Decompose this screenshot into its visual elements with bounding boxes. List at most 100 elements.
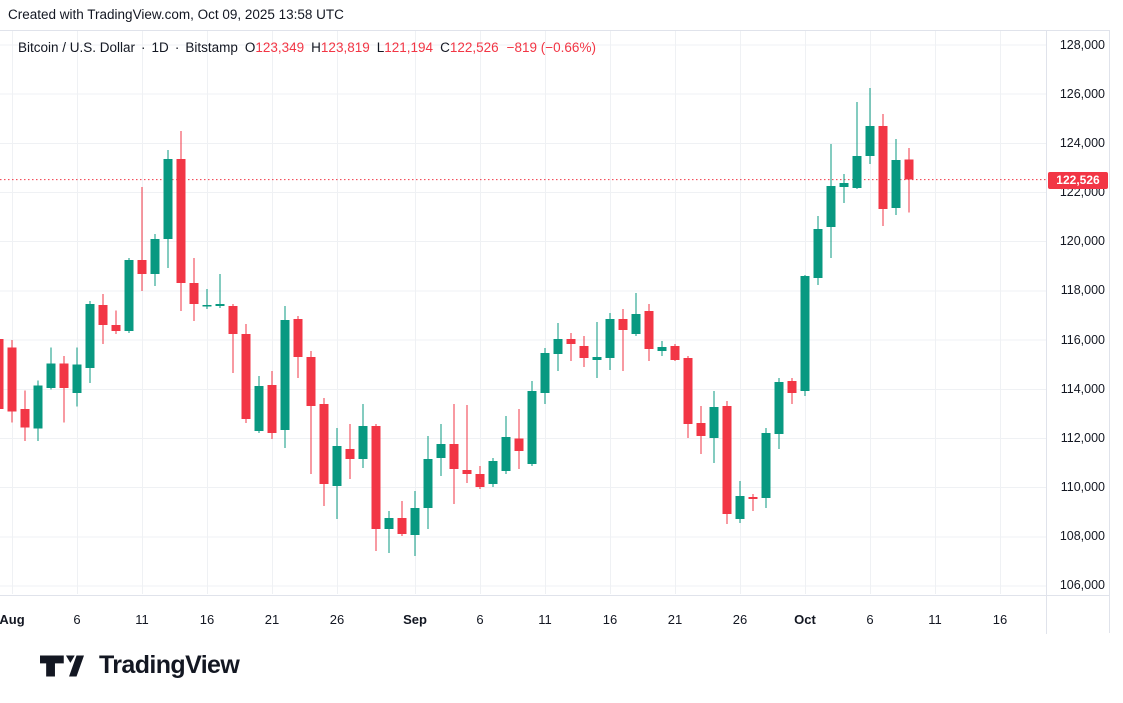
candle-body [644, 311, 654, 349]
candle-body [345, 449, 355, 459]
candle-body [410, 508, 420, 535]
candle-body [124, 259, 134, 331]
candle-body [800, 275, 810, 391]
candle-body [865, 125, 875, 156]
candle-body [189, 283, 199, 304]
low-value: L121,194 [376, 40, 434, 55]
candle-body [696, 423, 706, 436]
candle-body [761, 433, 771, 498]
time-axis-label: Sep [403, 612, 427, 627]
candle-body [475, 473, 485, 487]
candle-body [657, 347, 667, 351]
candle-body [891, 160, 901, 209]
candle-body [826, 185, 836, 227]
price-axis-label: 126,000 [1059, 86, 1105, 101]
time-axis-label: 26 [732, 612, 748, 627]
interval-label[interactable]: 1D [151, 40, 169, 55]
candle-body [436, 443, 446, 458]
candle-body [514, 438, 524, 451]
candle-body [839, 183, 849, 187]
separator-dot: · [141, 40, 146, 55]
time-axis-label: 21 [264, 612, 280, 627]
candle-body [371, 425, 381, 529]
time-axis-label: 26 [329, 612, 345, 627]
tradingview-logo-icon [40, 654, 84, 677]
candle-body [59, 363, 69, 389]
candle-body [813, 228, 823, 278]
price-axis-label: 112,000 [1060, 430, 1105, 445]
candle-body [878, 125, 888, 209]
price-axis-label: 116,000 [1060, 332, 1105, 347]
symbol-legend: Bitcoin / U.S. Dollar · 1D · Bitstamp O1… [18, 40, 596, 55]
price-axis-label: 108,000 [1059, 529, 1105, 544]
candle-body [527, 391, 537, 464]
candle-body [566, 338, 576, 345]
candle-body [0, 338, 4, 409]
candle-body [111, 325, 121, 331]
high-value: H123,819 [311, 40, 370, 55]
time-axis-label: 21 [667, 612, 683, 627]
price-axis-label: 124,000 [1059, 135, 1105, 150]
candle-body [98, 304, 108, 326]
candle-body [33, 385, 43, 429]
candle-body [462, 469, 472, 474]
candle-body [579, 346, 589, 358]
candle-body [787, 380, 797, 393]
price-axis[interactable]: 122,526 128,000 126,000 124,000 122,000 120,… [1046, 31, 1110, 634]
time-axis-label: 16 [602, 612, 618, 627]
candle-body [46, 363, 56, 389]
candle-body [267, 385, 277, 434]
chart-pane[interactable] [0, 31, 1109, 594]
candle-body [137, 259, 147, 274]
candle-body [592, 357, 602, 361]
candle-body [709, 407, 719, 438]
candle-body [241, 333, 251, 419]
exchange-label[interactable]: Bitstamp [185, 40, 238, 55]
price-axis-label: 110,000 [1060, 480, 1105, 495]
close-value: C122,526 [440, 40, 499, 55]
time-axis-label: 6 [73, 612, 81, 627]
candle-body [488, 461, 498, 484]
candlestick-chart[interactable] [0, 31, 1109, 594]
candle-body [540, 352, 550, 393]
time-axis[interactable]: Aug 6 11 16 21 26 Sep 6 11 16 21 26 Oct 6 11 16 [0, 595, 1109, 633]
candle-body [293, 318, 303, 357]
last-price-badge: 122,526 [1048, 171, 1108, 189]
time-axis-label: Oct [794, 612, 816, 627]
footer-logo[interactable]: TradingView [40, 651, 240, 680]
candle-body [7, 347, 17, 412]
time-axis-label: 16 [199, 612, 215, 627]
price-axis-label: 128,000 [1059, 37, 1105, 52]
candle-body [670, 346, 680, 360]
candle-body [163, 158, 173, 240]
time-axis-label: 16 [992, 612, 1008, 627]
symbol-title[interactable]: Bitcoin / U.S. Dollar [18, 40, 136, 55]
candle-body [85, 303, 95, 368]
time-axis-label: 11 [538, 612, 552, 627]
separator-dot: · [174, 40, 180, 55]
created-with-note: Created with TradingView.com, Oct 09, 20… [8, 7, 344, 22]
candle-body [722, 406, 732, 514]
time-axis-label: 6 [476, 612, 484, 627]
price-axis-label: 114,000 [1060, 381, 1105, 396]
candle-body [319, 404, 329, 484]
candle-body [332, 446, 342, 486]
time-axis-label: 6 [866, 612, 874, 627]
candle-body [449, 443, 459, 469]
tradingview-logo-text: TradingView [99, 651, 240, 679]
candle-body [150, 239, 160, 274]
change-label: −819 (−0.66%) [506, 40, 596, 55]
candle-body [735, 496, 745, 519]
candle-body [72, 364, 82, 393]
candle-body [202, 305, 212, 307]
time-axis-label: Aug [0, 612, 25, 627]
candle-body [631, 314, 641, 334]
candle-body [397, 517, 407, 534]
candle-body [176, 158, 186, 284]
price-axis-label: 120,000 [1059, 234, 1105, 249]
candle-body [358, 425, 368, 459]
candle-body [384, 517, 394, 529]
candle-body [852, 155, 862, 188]
candle-body [748, 497, 758, 499]
